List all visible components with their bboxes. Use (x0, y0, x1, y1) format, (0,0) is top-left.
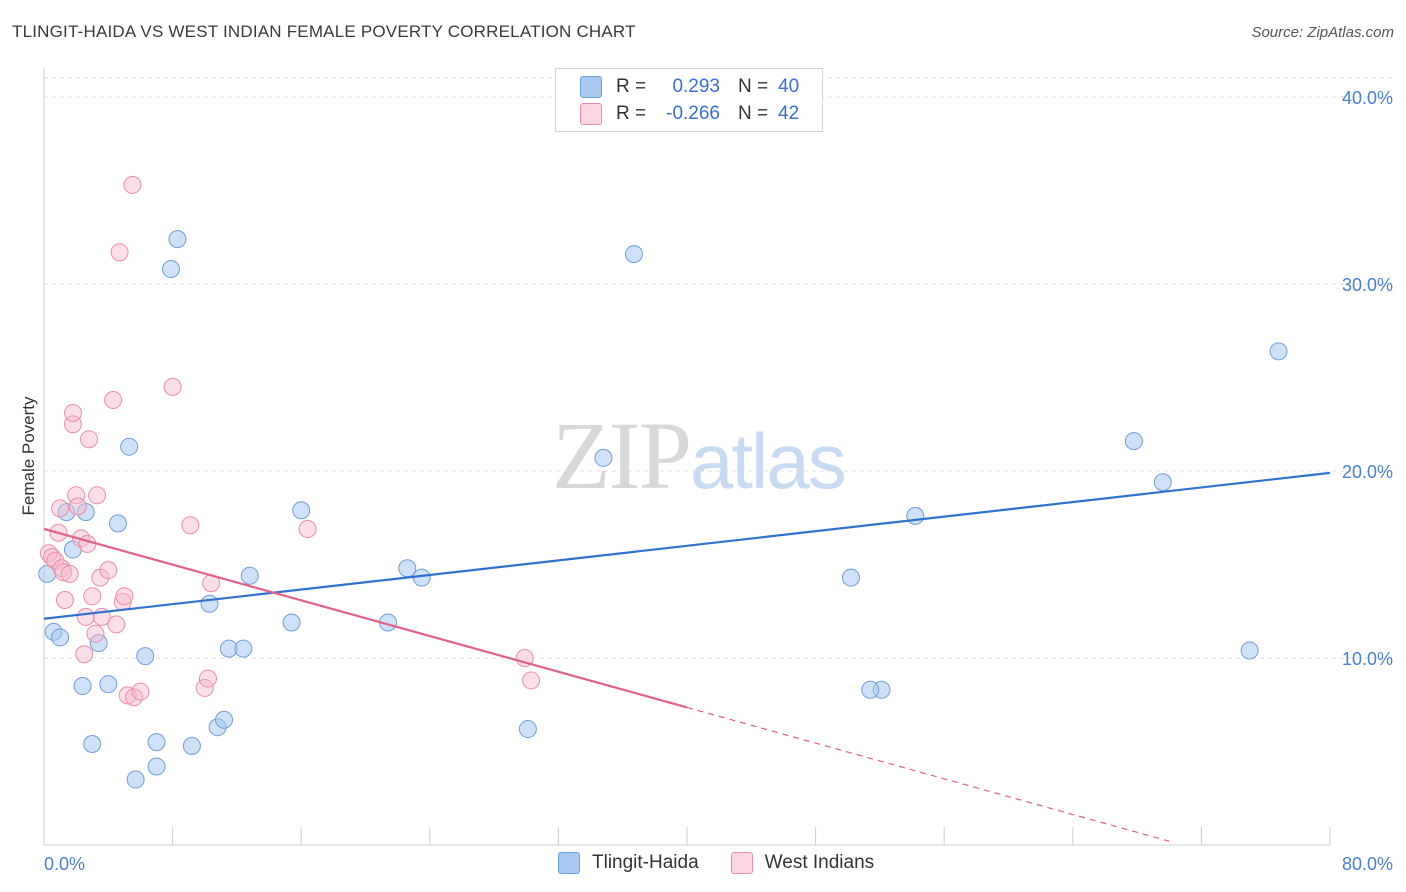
legend-swatch-west-indians (580, 103, 602, 125)
west-indian-point (107, 615, 126, 634)
west-indian-point (163, 377, 182, 396)
tlingit-point (108, 514, 127, 533)
west-indian-point (83, 587, 102, 606)
legend-n-value: 42 (778, 103, 800, 124)
west-indian-point (76, 607, 95, 626)
tlingit-trend-line (43, 471, 1331, 620)
chart-title: TLINGIT-HAIDA VS WEST INDIAN FEMALE POVE… (12, 22, 636, 41)
tlingit-point (136, 647, 155, 666)
tlingit-point (624, 245, 643, 264)
tlingit-point (1269, 342, 1288, 361)
west-indian-point (298, 519, 317, 538)
y-tick-label: 20.0% (1342, 462, 1393, 482)
west-indian-point (75, 645, 94, 664)
tlingit-point (841, 568, 860, 587)
y-tick-label: 10.0% (1342, 649, 1393, 669)
west-indian-point (68, 497, 87, 516)
legend-r-value: 0.293 (672, 76, 720, 97)
west-indian-point (86, 624, 105, 643)
west-indian-trend-line-extension (686, 706, 1170, 842)
west-indian-point (131, 682, 150, 701)
west-indian-point (522, 671, 541, 690)
west-indian-point (198, 669, 217, 688)
tlingit-point (126, 770, 145, 789)
y-tick-label: 40.0% (1342, 88, 1393, 108)
legend-row-west-indians: R = -0.266 N = 42 (580, 101, 808, 127)
tlingit-point (182, 736, 201, 755)
legend-n-label: N = (738, 103, 769, 124)
tlingit-point (120, 437, 139, 456)
tlingit-point (1124, 432, 1143, 451)
x-tick-label: 80.0% (1342, 854, 1393, 874)
tlingit-point (147, 757, 166, 776)
series-legend: Tlingit-Haida West Indians (558, 852, 906, 874)
west-indian-point (63, 404, 82, 423)
tlingit-point (240, 566, 259, 585)
source-label: Source: ZipAtlas.com (1251, 24, 1394, 41)
tlingit-point (51, 628, 70, 647)
legend-r-label: R = (616, 76, 647, 97)
west-indian-point (55, 591, 74, 610)
y-axis-label: Female Poverty (19, 396, 38, 516)
west-indian-point (195, 678, 214, 697)
tlingit-point (73, 677, 92, 696)
legend-swatch-tlingit (580, 76, 602, 98)
tlingit-point (594, 448, 613, 467)
tlingit-point (282, 613, 301, 632)
tlingit-point (83, 735, 102, 754)
series-legend-west-indians: West Indians (730, 852, 875, 874)
tlingit-point (200, 594, 219, 613)
west-indian-trend-line (43, 527, 688, 709)
legend-r-value: -0.266 (666, 103, 720, 124)
legend-r-label: R = (616, 103, 647, 124)
west-indian-point (181, 516, 200, 535)
west-indian-point (67, 486, 86, 505)
tlingit-point (906, 506, 925, 525)
tlingit-point (215, 710, 234, 729)
west-indian-point (80, 430, 99, 449)
tlingit-point (168, 230, 187, 249)
west-indian-point (110, 243, 129, 262)
tlingit-point (292, 501, 311, 520)
series-swatch-west-indians (730, 852, 753, 874)
series-legend-tlingit: Tlingit-Haida (558, 852, 699, 874)
west-indian-point (88, 486, 107, 505)
tlingit-point (161, 260, 180, 279)
west-indian-point (115, 587, 134, 606)
tlingit-point (518, 720, 537, 739)
tlingit-point (398, 559, 417, 578)
series-label-tlingit: Tlingit-Haida (592, 852, 699, 873)
tlingit-point (89, 634, 108, 653)
west-indian-point (54, 562, 73, 581)
tlingit-point (99, 675, 118, 694)
tlingit-point (1240, 641, 1259, 660)
legend-row-tlingit: R = 0.293 N = 40 (580, 74, 808, 100)
west-indian-point (51, 499, 70, 518)
west-indian-point (123, 175, 142, 194)
legend-n-label: N = (738, 76, 769, 97)
y-tick-label: 30.0% (1342, 275, 1393, 295)
west-indian-point (78, 534, 97, 553)
west-indian-point (60, 564, 79, 583)
stats-legend: R = 0.293 N = 40 R = -0.266 N = 42 (555, 68, 823, 132)
legend-n-value: 40 (778, 76, 800, 97)
tlingit-point (147, 733, 166, 752)
tlingit-point (1153, 473, 1172, 492)
tlingit-point (234, 639, 253, 658)
x-tick-label: 0.0% (44, 854, 85, 874)
west-indian-point (99, 561, 118, 580)
tlingit-point (861, 680, 880, 699)
west-indian-point (104, 390, 123, 409)
series-label-west-indians: West Indians (764, 852, 875, 873)
series-swatch-tlingit (558, 852, 580, 874)
